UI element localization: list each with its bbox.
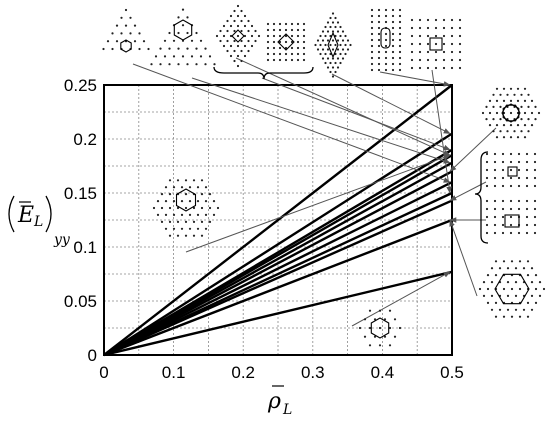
series-line-5 [103, 161, 453, 357]
series-line-6 [103, 170, 453, 357]
square-lattice-diamond [266, 22, 306, 62]
series-lines [103, 84, 453, 357]
y-tick-label: 0.2 [73, 130, 97, 149]
tick-labels: 0 0.1 0.2 0.3 0.4 0.5 0 0.05 0.1 0.15 0.2 0.25 [64, 76, 464, 382]
arrow-triangle-lattice-small-hexagon [132, 63, 451, 183]
svg-text:ρ: ρ [267, 389, 281, 414]
hex-lattice-large-hexagon [478, 260, 546, 318]
svg-text:yy: yy [53, 232, 71, 248]
top-brace [213, 66, 314, 80]
arrow-diamond-lattice-rhombus [331, 73, 451, 135]
diamond-lattice-small-diamond [215, 4, 261, 68]
arrow-hex-lattice-star [449, 127, 497, 172]
x-tick-label: 0.3 [301, 363, 325, 382]
hex-lattice-small-hexagon [358, 309, 402, 347]
arrow-square-lattice-square [431, 69, 452, 194]
x-tick-label: 0.2 [231, 363, 255, 382]
grid-lines [104, 85, 452, 355]
inset-arrows [132, 57, 497, 327]
rect-lattice-rounded-rect [370, 8, 402, 72]
arrow-square-lattice-centered-dot [449, 181, 487, 202]
triangle-lattice-small-hexagon [102, 8, 150, 53]
x-tick-label: 0.1 [162, 363, 186, 382]
y-tick-label: 0.25 [64, 76, 97, 95]
lattice-insets [102, 4, 546, 347]
svg-text:L: L [282, 402, 292, 418]
series-line-7 [103, 181, 453, 357]
x-tick-label: 0.5 [440, 363, 464, 382]
hex-lattice-star [481, 87, 541, 139]
y-axis-label: E L yy [8, 195, 71, 248]
x-tick-label: 0 [99, 363, 108, 382]
right-brace [474, 151, 489, 244]
x-axis-label: ρ L [267, 385, 292, 418]
series-line-2 [103, 132, 453, 357]
y-tick-label: 0.05 [64, 292, 97, 311]
triangle-lattice-large-hexagon [150, 8, 216, 66]
arrow-rect-lattice-rounded-rect [379, 71, 451, 87]
square-lattice-square [410, 18, 462, 70]
series-line-10 [103, 218, 453, 357]
arrow-hex-lattice-large-hexagon [449, 219, 478, 297]
diamond-lattice-rhombus [314, 12, 352, 78]
arrow-triangle-lattice-large-hexagon [191, 77, 451, 164]
arrow-hex-lattice-small-hexagon [351, 271, 451, 327]
series-line-11 [103, 270, 453, 357]
diamond-lattice-hexagon [152, 179, 220, 237]
series-line-9 [103, 199, 453, 357]
x-tick-label: 0.4 [371, 363, 395, 382]
square-lattice-plain [485, 199, 537, 235]
arrow-diamond-lattice-small-diamond [235, 57, 451, 156]
y-tick-label: 0.15 [64, 184, 97, 203]
y-tick-label: 0.1 [73, 238, 97, 257]
svg-text:L: L [33, 214, 43, 230]
square-lattice-centered-dot [485, 152, 537, 188]
y-tick-label: 0 [88, 346, 97, 365]
arrow-square-lattice-diamond [261, 77, 451, 151]
svg-text:E: E [17, 203, 34, 228]
arrow-diamond-lattice-hexagon [185, 154, 451, 253]
